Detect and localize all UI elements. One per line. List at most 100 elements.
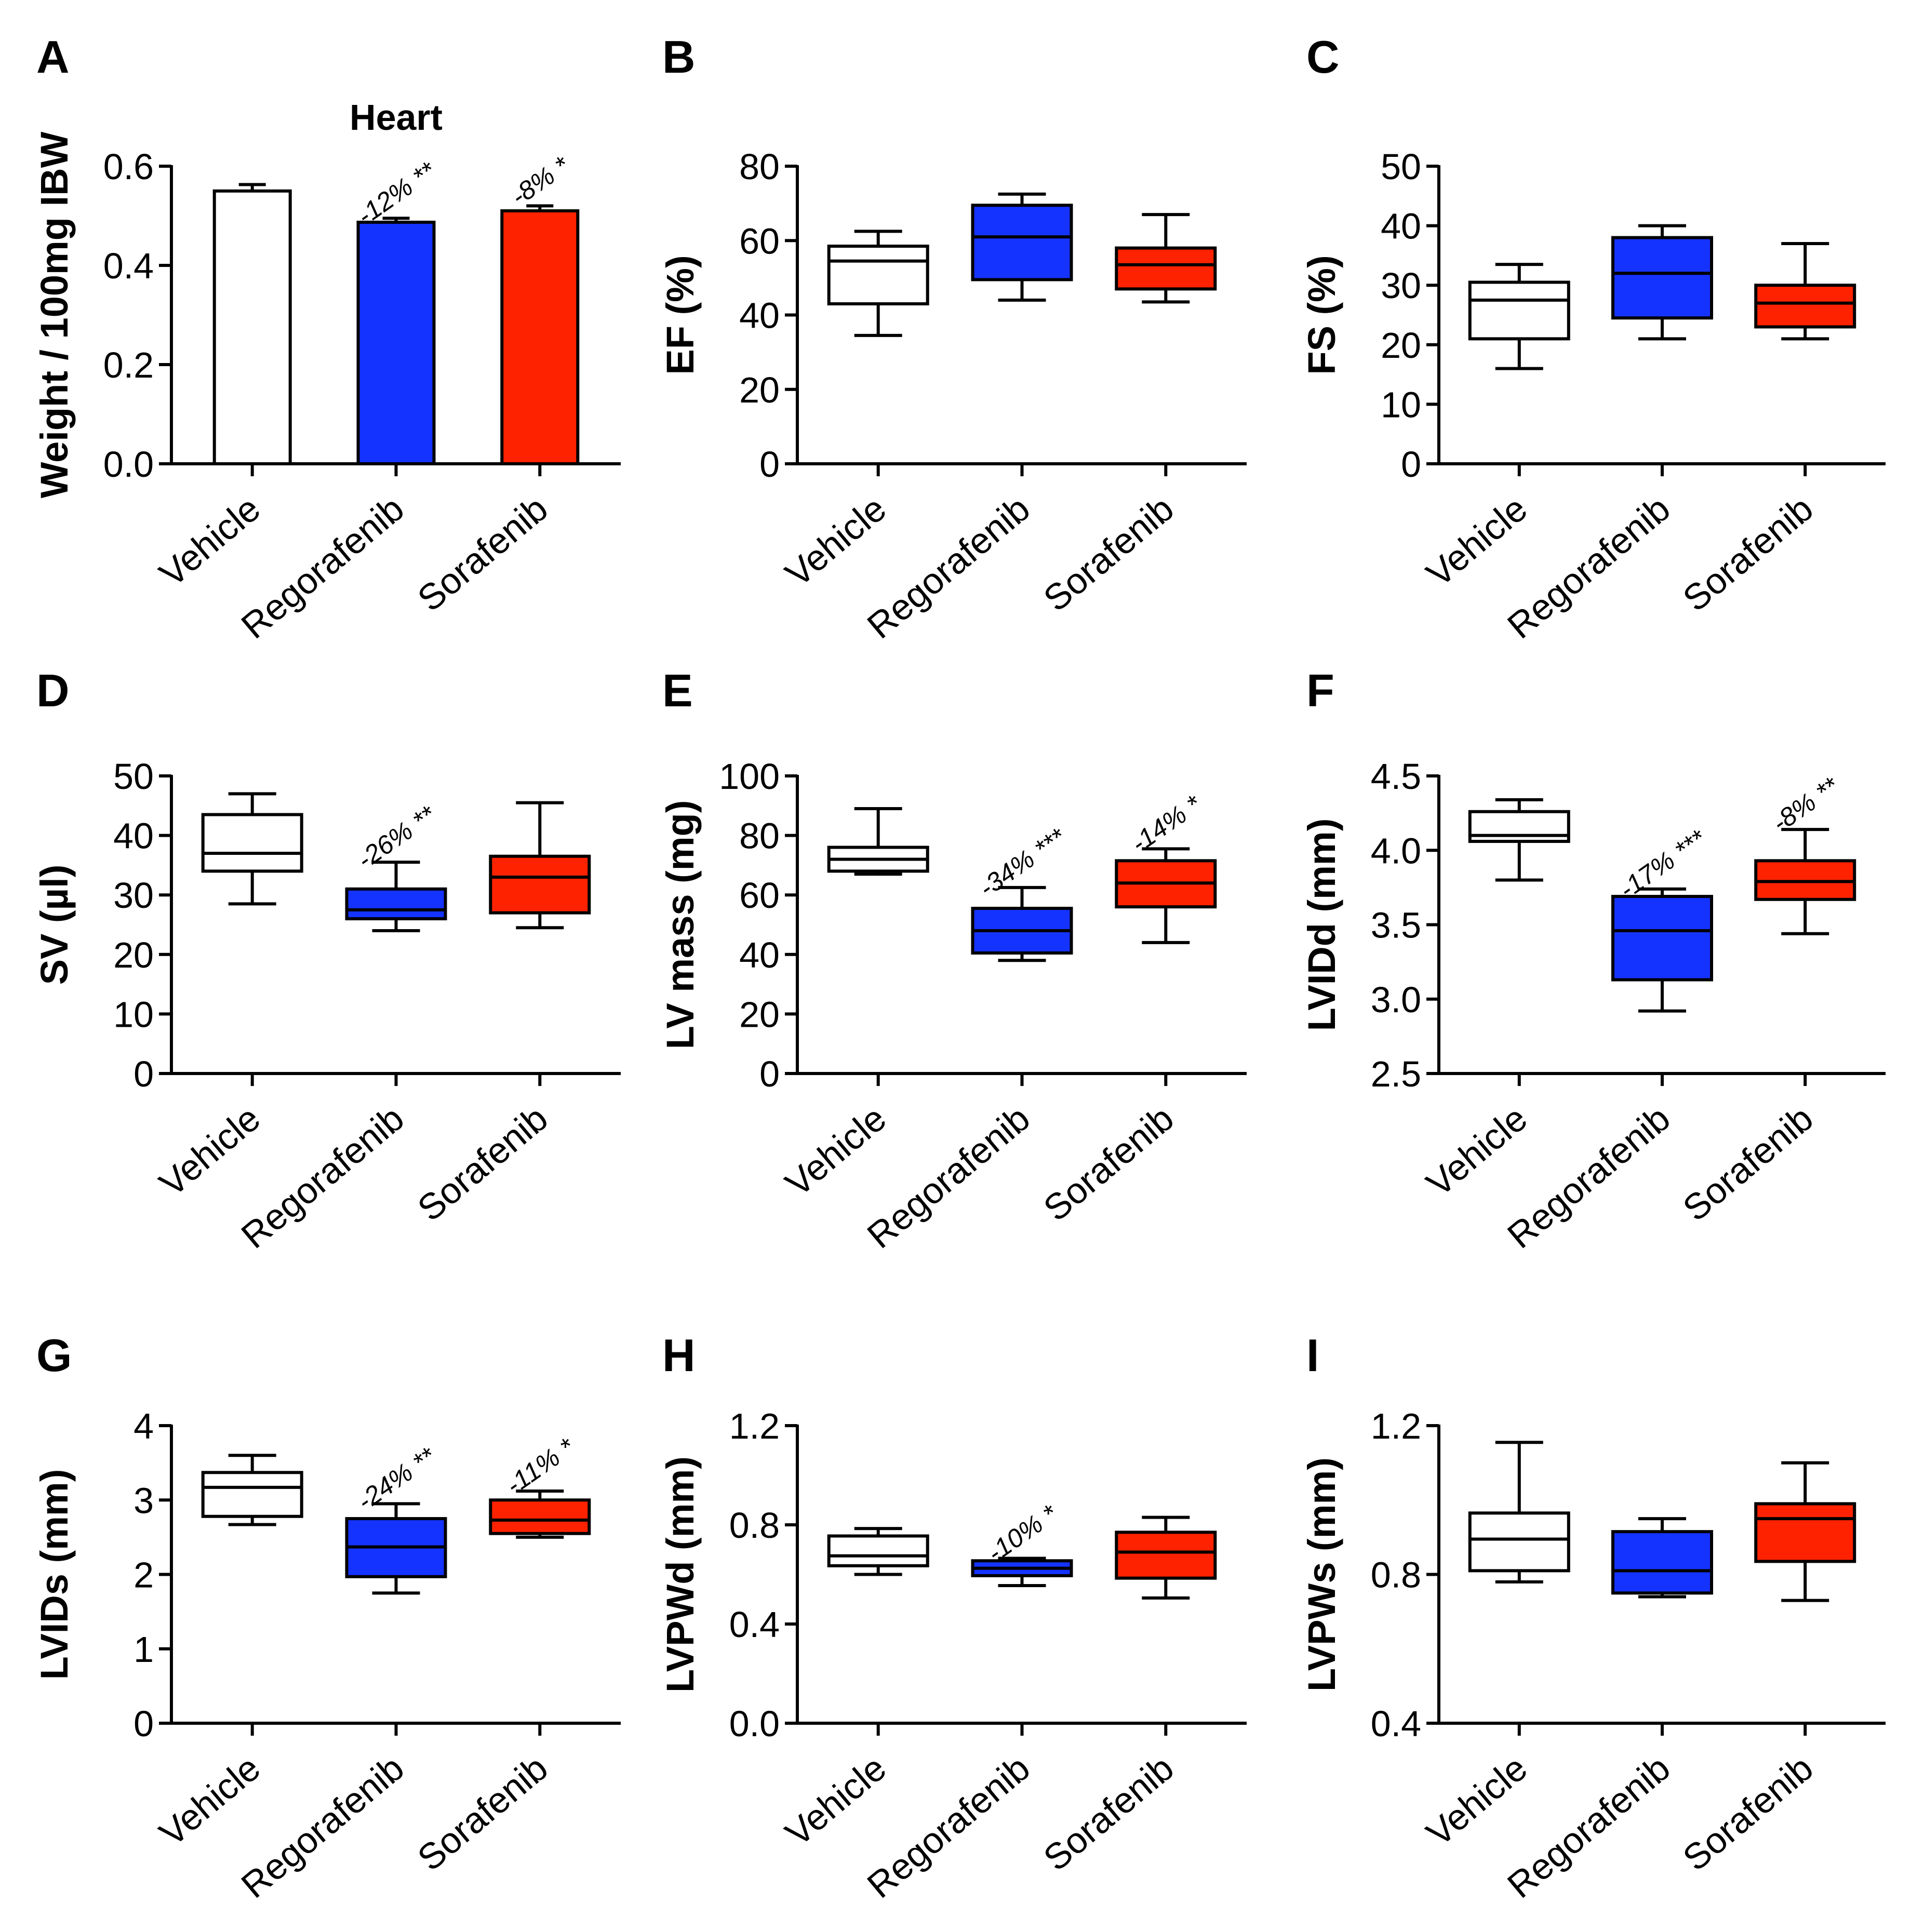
y-tick-label: 40 (113, 816, 154, 856)
box-regorafenib (971, 1557, 1073, 1587)
y-tick-label: 1.2 (1371, 1406, 1421, 1446)
box-vehicle (827, 230, 929, 337)
box-regorafenib (1611, 224, 1713, 341)
y-tick-label: 0 (759, 1054, 780, 1094)
significance-annotation: -8% * (505, 151, 575, 211)
y-tick-label: 0.4 (1371, 1703, 1421, 1744)
y-axis-title: LVIDd (mm) (1300, 819, 1343, 1031)
panel-letter: I (1306, 1330, 1319, 1381)
box-iqr (971, 204, 1073, 281)
y-tick-label: 40 (739, 935, 780, 975)
x-tick-label-vehicle: Vehicle (152, 1748, 268, 1854)
panel-letter: C (1306, 31, 1340, 83)
x-tick-label-sorafenib: Sorafenib (410, 1098, 555, 1229)
x-tick-label-vehicle: Vehicle (152, 1098, 268, 1204)
x-tick-label-vehicle: Vehicle (152, 488, 268, 595)
y-tick-label: 0.2 (103, 345, 154, 385)
box-sorafenib (1754, 828, 1856, 935)
y-tick-label: 80 (739, 146, 780, 187)
bar-vehicle (212, 189, 292, 465)
box-iqr (489, 1498, 591, 1535)
y-axis-title: EF (%) (659, 255, 702, 374)
box-vehicle (827, 807, 929, 876)
y-axis-title: SV (µl) (33, 865, 76, 985)
x-tick-label-sorafenib: Sorafenib (1675, 1748, 1821, 1879)
box-vehicle (1468, 263, 1570, 370)
box-iqr (1468, 1511, 1570, 1573)
y-tick-label: 1.2 (729, 1406, 780, 1446)
box-iqr (1115, 1531, 1217, 1580)
chart-title: Heart (350, 97, 443, 138)
x-tick-label-vehicle: Vehicle (778, 1748, 893, 1854)
box-sorafenib (1754, 242, 1856, 341)
box-regorafenib (345, 861, 447, 932)
y-tick-label: 80 (739, 816, 780, 856)
box-sorafenib (1115, 1515, 1217, 1600)
y-tick-label: 50 (113, 756, 154, 797)
y-tick-label: 0 (759, 444, 780, 485)
significance-annotation: -8% ** (1767, 771, 1844, 838)
x-tick-label-sorafenib: Sorafenib (1036, 488, 1181, 619)
y-tick-label: 0.0 (103, 444, 154, 485)
bar-sorafenib (500, 209, 580, 465)
y-tick-label: 20 (739, 370, 780, 410)
box-sorafenib (489, 1490, 591, 1539)
y-tick-label: 3.5 (1371, 905, 1421, 946)
x-tick-label-sorafenib: Sorafenib (1036, 1098, 1181, 1229)
panel-letter: E (662, 665, 693, 716)
y-tick-label: 10 (113, 994, 154, 1035)
y-tick-label: 0.8 (729, 1505, 780, 1546)
box-sorafenib (1754, 1461, 1856, 1602)
y-tick-label: 50 (1381, 146, 1421, 187)
y-tick-label: 4 (133, 1406, 154, 1446)
y-tick-label: 30 (1381, 265, 1421, 306)
box-regorafenib (345, 1502, 447, 1595)
x-tick-label-sorafenib: Sorafenib (410, 1748, 555, 1879)
y-tick-label: 3 (133, 1480, 154, 1521)
x-tick-label-sorafenib: Sorafenib (1036, 1748, 1181, 1879)
y-tick-label: 1 (133, 1629, 154, 1670)
x-tick-label-sorafenib: Sorafenib (1675, 1098, 1821, 1229)
y-tick-label: 2 (133, 1555, 154, 1595)
box-iqr (1611, 895, 1713, 982)
box-iqr (489, 854, 591, 915)
y-tick-label: 0.4 (103, 246, 154, 286)
y-tick-label: 20 (113, 935, 154, 975)
x-tick-label-sorafenib: Sorafenib (410, 488, 555, 619)
box-sorafenib (1115, 847, 1217, 944)
box-iqr (1611, 236, 1713, 320)
panel-letter: H (662, 1330, 696, 1381)
y-axis-title: LVPWd (mm) (659, 1456, 702, 1693)
bar-regorafenib (356, 220, 436, 465)
x-tick-label-vehicle: Vehicle (1419, 1748, 1534, 1854)
y-tick-label: 0.4 (729, 1604, 780, 1645)
y-tick-label: 100 (719, 756, 780, 797)
box-regorafenib (1611, 1517, 1713, 1599)
box-iqr (1754, 284, 1856, 329)
y-tick-label: 2.5 (1371, 1054, 1421, 1094)
y-tick-label: 0 (133, 1703, 154, 1744)
y-axis-title: Weight / 100mg IBW (33, 131, 76, 498)
panel-letter: A (36, 31, 70, 83)
box-sorafenib (489, 801, 591, 930)
y-tick-label: 60 (739, 875, 780, 916)
x-tick-label-sorafenib: Sorafenib (1675, 488, 1821, 619)
box-iqr (1611, 1530, 1713, 1595)
y-tick-label: 3.0 (1371, 980, 1421, 1020)
y-tick-label: 40 (1381, 206, 1421, 247)
box-iqr (1115, 246, 1217, 291)
x-tick-label-vehicle: Vehicle (778, 488, 893, 595)
y-tick-label: 0 (133, 1054, 154, 1094)
box-regorafenib (971, 886, 1073, 962)
y-tick-label: 10 (1381, 384, 1421, 425)
y-axis-title: FS (%) (1300, 255, 1343, 374)
box-iqr (345, 887, 447, 921)
x-tick-label-vehicle: Vehicle (778, 1098, 893, 1204)
